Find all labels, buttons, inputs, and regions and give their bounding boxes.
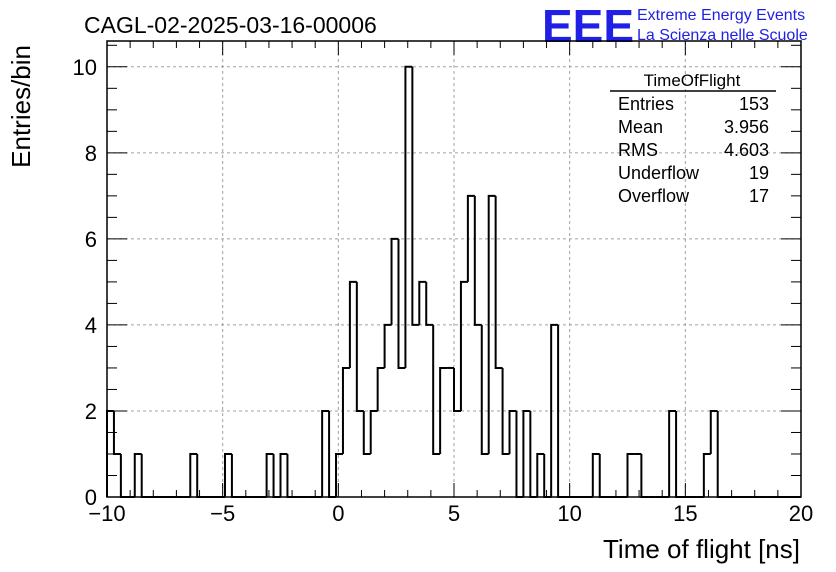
y-axis-title: Entries/bin [6,45,36,168]
histogram-bin [133,452,142,497]
stats-value: 19 [749,163,769,183]
x-axis-title: Time of flight [ns] [603,534,800,564]
histogram-bin [439,366,448,454]
histogram-bin [709,409,718,454]
stats-label: RMS [618,140,658,160]
histogram-bin [196,453,205,498]
stats-label: Underflow [618,163,700,183]
histogram-bin [189,452,198,497]
y-tick-label: 10 [73,55,97,80]
histogram-bin [702,452,711,497]
histogram-bin [376,366,385,411]
stats-value: 153 [739,94,769,114]
histogram-bin [536,452,545,497]
histogram-bin [404,65,413,368]
histogram-bin [335,452,343,497]
histogram-bin [390,237,399,325]
histogram-bin [119,453,128,498]
histogram-bin [550,323,559,497]
stats-label: Entries [618,94,674,114]
histogram-bin [675,410,684,498]
stats-value: 3.956 [724,117,769,137]
histogram-bin [418,280,427,325]
histogram-bin [279,452,288,497]
histogram-bin [348,280,357,368]
histogram-bin [425,281,434,326]
logo-mark: EEE [542,0,634,52]
histogram-bin [286,453,295,498]
histogram-bin [459,280,468,411]
x-tick-label: 10 [557,501,581,526]
logo-line1: Extreme Energy Events [637,7,805,24]
histogram-bin [640,453,649,498]
histogram-bin [383,323,392,368]
histogram-bin [321,409,330,497]
histogram-bin [543,453,552,498]
histogram-bin [272,453,281,498]
histogram-bin [140,453,149,498]
histogram-bin [223,452,232,497]
histogram-bin [591,452,600,497]
x-tick-label: 5 [448,501,460,526]
stats-value: 4.603 [724,140,769,160]
histogram-bin [522,409,531,497]
histogram-bin [668,409,677,497]
histogram-bin [341,366,350,454]
histogram-bin [466,194,475,282]
run-title: CAGL-02-2025-03-16-00006 [84,12,377,38]
axis-ticks: −10 −5 0 5 10 15 20 0 2 4 6 8 10 [73,41,813,526]
stats-title: TimeOfFlight [644,71,741,90]
histogram-bin [397,238,406,369]
histogram-bin [328,410,337,498]
histogram-bin [501,367,510,455]
histogram-bin [508,409,517,454]
x-tick-label: −5 [210,501,235,526]
histogram-bin [494,195,503,369]
x-tick-label: 20 [789,501,813,526]
x-tick-label: 15 [673,501,697,526]
histogram-bin [598,453,607,498]
stats-label: Overflow [618,186,690,206]
histogram-bin [230,453,239,498]
histogram-bin [432,324,441,455]
x-tick-label: −10 [88,501,125,526]
histogram-bin [473,195,482,326]
y-tick-label: 6 [85,227,97,252]
x-tick-label: 0 [332,501,344,526]
histogram-bin [369,409,378,454]
stats-label: Mean [618,117,663,137]
histogram-bin [355,281,364,412]
y-tick-label: 8 [85,141,97,166]
eee-logo: EEE Extreme Energy Events La Scienza nel… [542,0,808,52]
stats-box: TimeOfFlight Entries 153 Mean 3.956 RMS 4.603… [610,71,776,206]
histogram-bin [362,410,371,455]
histogram-bin [515,410,524,498]
y-tick-label: 0 [85,485,97,510]
y-tick-label: 2 [85,399,97,424]
histogram-bin [626,452,635,497]
grid [107,41,801,497]
histogram-bin [453,367,461,412]
y-tick-label: 4 [85,313,97,338]
histogram-bin [480,324,489,455]
stats-value: 17 [749,186,769,206]
histogram-bin [487,194,496,454]
logo-line2: La Scienza nelle Scuole [637,27,808,44]
histogram-bin [529,410,538,498]
histogram-bin [716,410,725,498]
histogram-bin [411,66,420,326]
histogram-bin [265,452,274,497]
